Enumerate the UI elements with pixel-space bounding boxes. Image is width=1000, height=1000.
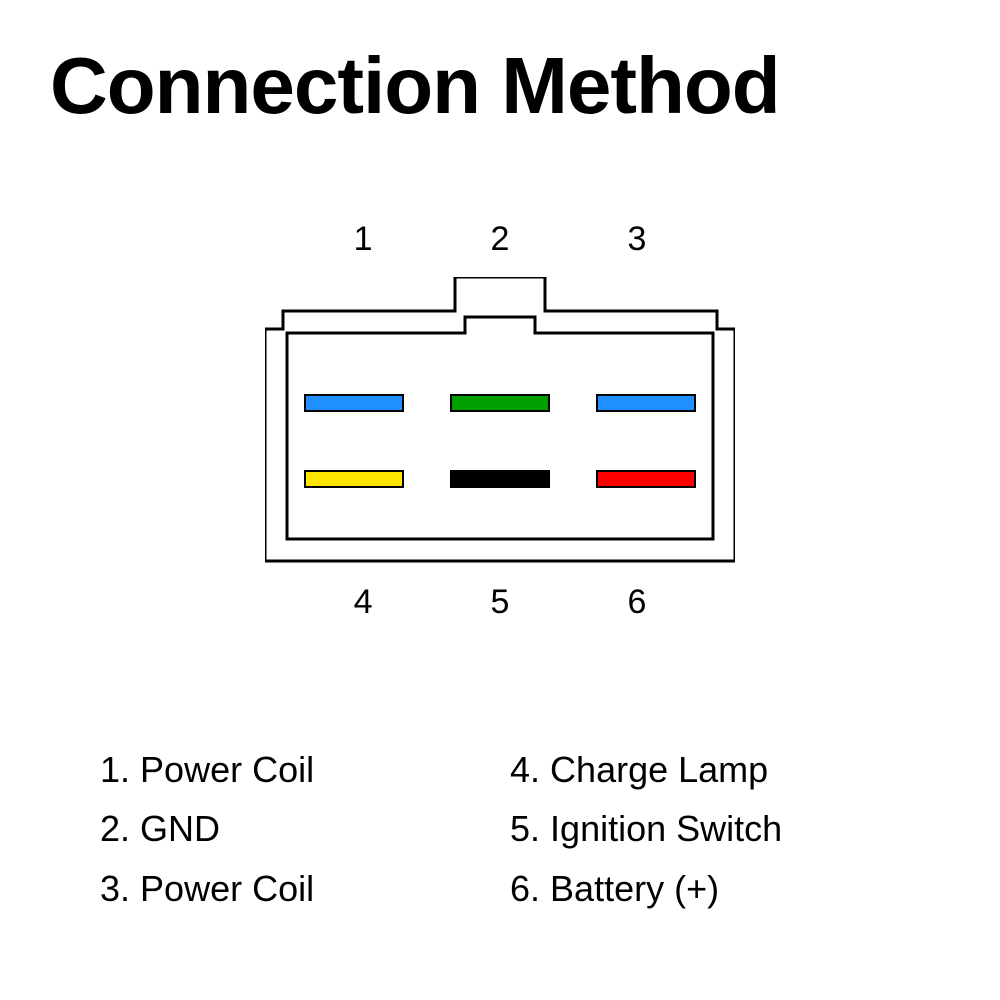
legend-item: 3. Power Coil	[100, 859, 510, 918]
pin-number-1: 1	[354, 220, 373, 259]
connector-diagram: 1 2 3 4 5 6	[0, 220, 1000, 622]
legend-col-right: 4. Charge Lamp 5. Ignition Switch 6. Bat…	[510, 740, 920, 918]
legend-col-left: 1. Power Coil 2. GND 3. Power Coil	[100, 740, 510, 918]
legend-label: GND	[140, 808, 220, 849]
legend-item: 5. Ignition Switch	[510, 799, 920, 858]
pin-number-2: 2	[491, 220, 510, 259]
legend-item: 4. Charge Lamp	[510, 740, 920, 799]
connector-shell	[0, 277, 1000, 565]
legend-label: Charge Lamp	[550, 749, 768, 790]
top-pin-numbers: 1 2 3	[0, 220, 1000, 259]
legend-number: 6.	[510, 868, 540, 909]
legend-number: 2.	[100, 808, 130, 849]
legend-item: 6. Battery (+)	[510, 859, 920, 918]
pin-number-3: 3	[627, 220, 646, 259]
connector-svg	[265, 277, 735, 565]
pin-number-4: 4	[354, 583, 373, 622]
legend-number: 3.	[100, 868, 130, 909]
legend-label: Power Coil	[140, 868, 314, 909]
pin-number-5: 5	[491, 583, 510, 622]
legend-number: 5.	[510, 808, 540, 849]
legend-label: Ignition Switch	[550, 808, 782, 849]
legend-item: 2. GND	[100, 799, 510, 858]
page-title: Connection Method	[50, 40, 780, 132]
legend: 1. Power Coil 2. GND 3. Power Coil 4. Ch…	[100, 740, 920, 918]
pin-number-6: 6	[627, 583, 646, 622]
legend-item: 1. Power Coil	[100, 740, 510, 799]
legend-number: 4.	[510, 749, 540, 790]
legend-number: 1.	[100, 749, 130, 790]
legend-label: Power Coil	[140, 749, 314, 790]
bottom-pin-numbers: 4 5 6	[0, 583, 1000, 622]
legend-label: Battery (+)	[550, 868, 719, 909]
